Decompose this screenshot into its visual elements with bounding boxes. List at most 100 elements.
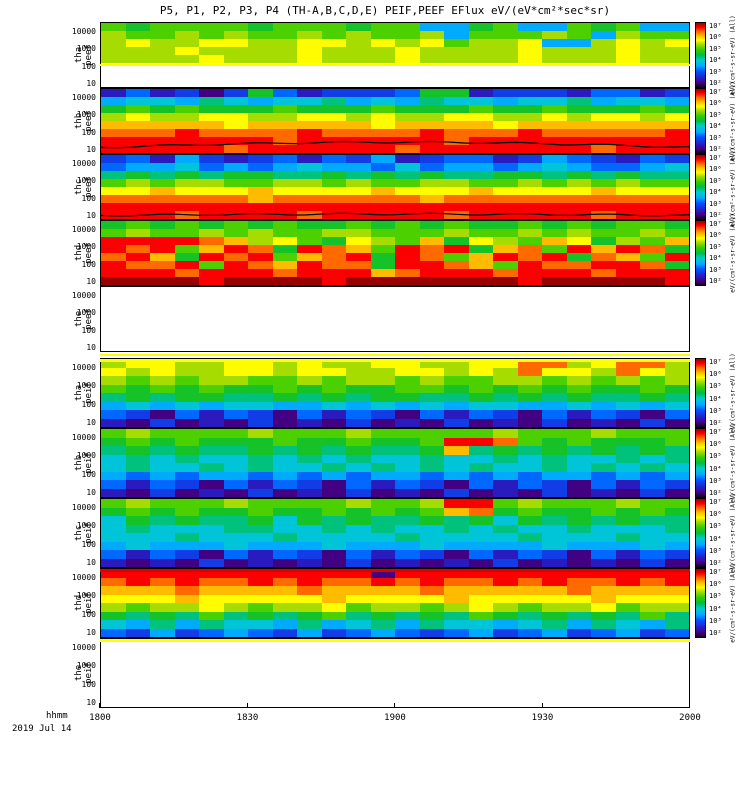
colorbar-tick-label: 10⁴ <box>709 122 722 131</box>
y-tick-label: 100 <box>81 610 96 620</box>
colorbar-tick-label: 10⁴ <box>709 188 722 197</box>
x-tick-mark <box>99 703 100 708</box>
x-tick-label: 1930 <box>531 713 554 723</box>
colorbar-tick-label: 10⁵ <box>709 382 722 391</box>
heatmap-grid <box>100 22 690 88</box>
y-tick-label: 10 <box>86 210 96 220</box>
y-tick-label: 10000 <box>71 433 96 443</box>
y-tick-label: 10000 <box>71 224 96 234</box>
spectrogram-panel-thc-peef: thc peef 10000 1000 100 10 10⁷ 10⁶ 10⁵ 10⁴ 10³ 10²… <box>0 147 750 226</box>
colorbar-tick-label: 10² <box>709 559 722 567</box>
y-tick-label: 10000 <box>71 503 96 513</box>
heatmap-grid <box>100 498 690 568</box>
colorbar-unit-label: eV/(cm²-s-sr-eV) (All) <box>729 213 737 293</box>
colorbar-tick-label: 10² <box>709 145 722 153</box>
heatmap-grid <box>100 568 690 638</box>
y-tick-label: 10000 <box>71 363 96 373</box>
x-axis-label: hhmm <box>46 711 68 721</box>
spectrogram-panel-the-peef: the peef 10000 1000 100 10 <box>0 286 750 352</box>
colorbar <box>695 220 706 286</box>
colorbar-tick-label: 10² <box>709 419 722 427</box>
y-tick-label: 10000 <box>71 158 96 168</box>
colorbar-tick-label: 10³ <box>709 265 722 274</box>
colorbar-tick-label: 10⁷ <box>709 22 722 30</box>
colorbar <box>695 498 706 568</box>
group-separator-line <box>100 354 690 356</box>
colorbar-tick-label: 10⁷ <box>709 498 722 506</box>
separator-line <box>100 359 690 362</box>
y-tick-label: 100 <box>81 127 96 137</box>
colorbar-tick-label: 10³ <box>709 616 722 625</box>
y-tick-label: 10 <box>86 342 96 352</box>
colorbar-tick-label: 10⁵ <box>709 242 722 251</box>
colorbar-tick-label: 10² <box>709 629 722 637</box>
spectrogram-panel-thd-peif: thd peif 10000 1000 100 10 10⁷ 10⁶ 10⁵ 10⁴ 10³ 10²… <box>0 563 750 642</box>
colorbar <box>695 154 706 220</box>
x-axis: 1800 1830 1900 1930 2000 <box>0 703 750 732</box>
colorbar-tick-label: 10⁵ <box>709 592 722 601</box>
y-tick-label: 100 <box>81 259 96 269</box>
colorbar-tick-label: 10⁷ <box>709 154 722 162</box>
heatmap-grid <box>100 638 690 708</box>
y-tick-label: 1000 <box>76 175 96 185</box>
x-tick-label: 2000 <box>679 713 701 723</box>
y-tick-label: 10 <box>86 78 96 88</box>
y-tick-label: 100 <box>81 61 96 71</box>
colorbar-tick-label: 10⁵ <box>709 176 722 185</box>
colorbar-tick-label: 10⁵ <box>709 452 722 461</box>
overlay-trace <box>100 140 690 149</box>
x-tick-label: 1900 <box>384 713 406 723</box>
separator-line <box>100 569 690 572</box>
colorbar <box>695 568 706 638</box>
colorbar-tick-label: 10⁶ <box>709 231 722 240</box>
colorbar-tick-label: 10⁶ <box>709 165 722 174</box>
x-tick-mark <box>394 703 395 708</box>
colorbar-tick-label: 10⁴ <box>709 534 722 543</box>
y-tick-label: 1000 <box>76 521 96 531</box>
y-tick-label: 1000 <box>76 109 96 119</box>
colorbar-tick-label: 10⁷ <box>709 358 722 366</box>
y-tick-label: 100 <box>81 400 96 410</box>
separator-line <box>100 639 690 642</box>
colorbar-tick-label: 10⁷ <box>709 88 722 96</box>
colorbar-tick-label: 10⁶ <box>709 370 722 379</box>
colorbar-tick-label: 10⁶ <box>709 510 722 519</box>
y-tick-label: 10000 <box>71 643 96 653</box>
heatmap-grid <box>100 428 690 498</box>
colorbar-tick-label: 10⁴ <box>709 56 722 65</box>
colorbar <box>695 428 706 498</box>
heatmap-grid <box>100 358 690 428</box>
y-tick-label: 10 <box>86 698 96 708</box>
colorbar-tick-label: 10² <box>709 489 722 497</box>
y-tick-label: 10 <box>86 558 96 568</box>
colorbar-tick-label: 10⁴ <box>709 464 722 473</box>
colorbar-tick-label: 10³ <box>709 67 722 76</box>
x-tick-label: 1830 <box>236 713 259 723</box>
colorbar-tick-label: 10³ <box>709 476 722 485</box>
y-tick-label: 10 <box>86 418 96 428</box>
date-label: 2019 Jul 14 <box>12 724 72 734</box>
colorbar-tick-label: 10⁷ <box>709 568 722 576</box>
y-tick-label: 10 <box>86 276 96 286</box>
x-tick-label: 1800 <box>89 713 111 723</box>
y-tick-label: 100 <box>81 680 96 690</box>
colorbar <box>695 22 706 88</box>
spectrogram-panel-thd-peef: thd peef 10000 1000 100 10 10⁷ 10⁶ 10⁵ 10⁴ 10³ 10²… <box>0 213 750 292</box>
plot-title: P5, P1, P2, P3, P4 (TH-A,B,C,D,E) PEIF,P… <box>159 4 611 17</box>
colorbar-unit-label: eV/(cm²-s-sr-eV) (All) <box>729 423 737 503</box>
spectrogram-panel-thb-peef: thb peef 10000 1000 100 10 10⁷ 10⁶ 10⁵ 10⁴ 10³ 10²… <box>0 81 750 160</box>
heatmap-grid <box>100 286 690 352</box>
spectrogram-panel-tha-peif: tha peif 10000 1000 100 10 10⁷ 10⁶ 10⁵ 10⁴ 10³ 10²… <box>0 353 750 432</box>
y-tick-label: 1000 <box>76 381 96 391</box>
spectrogram-panel-thb-peif: thb peif 10000 1000 100 10 10⁷ 10⁶ 10⁵ 10⁴ 10³ 10²… <box>0 423 750 502</box>
colorbar-tick-label: 10⁶ <box>709 99 722 108</box>
colorbar-tick-label: 10² <box>709 79 722 87</box>
spectrogram-panel-the-peif: the peif 10000 1000 100 10 <box>0 638 750 708</box>
y-tick-label: 1000 <box>76 451 96 461</box>
x-tick-mark <box>541 703 543 708</box>
colorbar-tick-label: 10⁶ <box>709 440 722 449</box>
y-tick-label: 1000 <box>76 241 96 251</box>
colorbar-tick-label: 10⁴ <box>709 394 722 403</box>
colorbar-tick-label: 10³ <box>709 199 722 208</box>
